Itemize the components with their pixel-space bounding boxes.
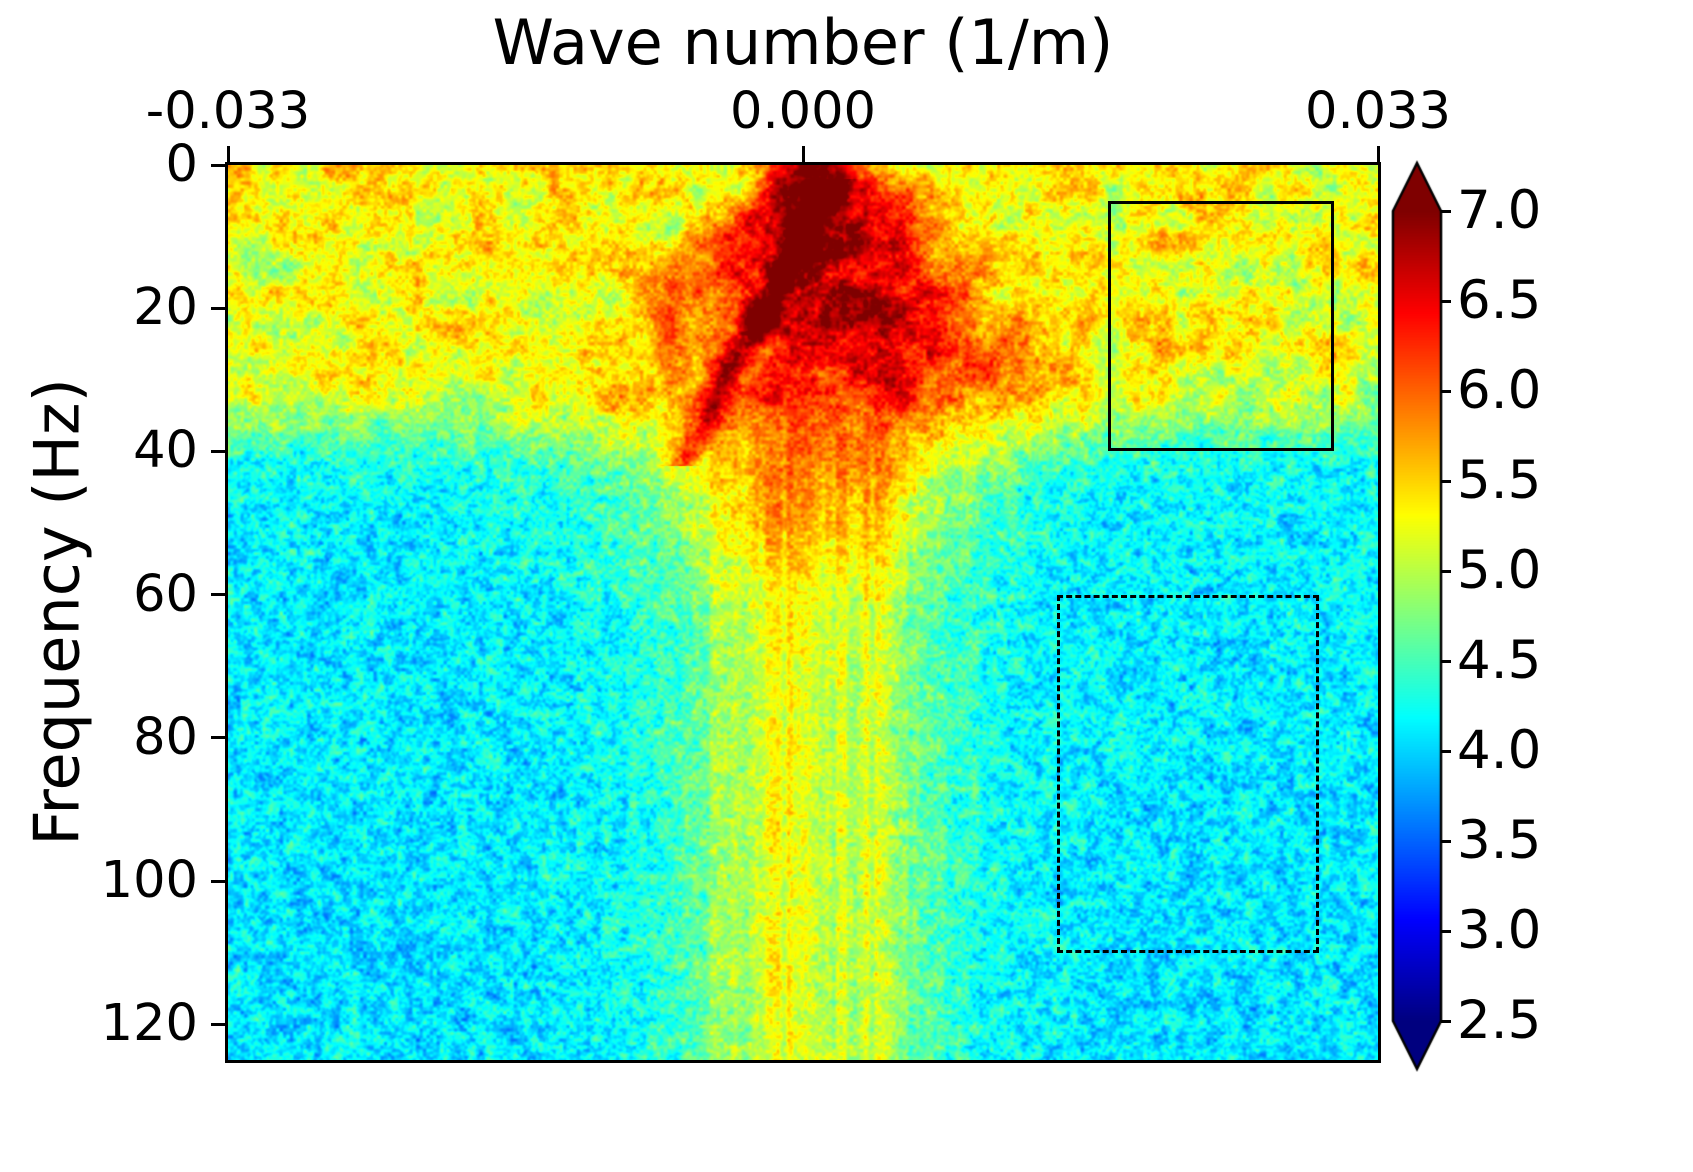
x-tick-mark [801,146,805,162]
colorbar-tick-label: 2.5 [1457,990,1542,1051]
x-tick-mark [226,146,230,162]
colorbar-tick-mark [1441,299,1451,303]
y-tick-label: 40 [133,421,198,481]
roi-annotations [228,165,1378,1060]
colorbar-tick-mark [1441,569,1451,573]
colorbar-tick-mark [1441,659,1451,663]
roi-rect-solid [1107,200,1335,452]
colorbar-tick-label: 6.5 [1457,270,1542,331]
colorbar-tick-label: 3.5 [1457,810,1542,871]
x-axis-title: Wave number (1/m) [492,6,1114,79]
y-tick-label: 0 [165,135,198,194]
x-tick-label: 0.000 [729,82,877,141]
colorbar-tick-label: 5.5 [1457,450,1542,511]
colorbar-tick-label: 7.0 [1457,180,1542,241]
y-tick-label: 60 [133,564,198,624]
roi-rect-dashed [1057,594,1319,953]
x-tick-mark [1376,146,1380,162]
colorbar-tick-mark [1441,1019,1451,1023]
colorbar-tick-mark [1441,929,1451,933]
y-tick-mark [211,879,228,883]
x-tick-label: -0.033 [145,82,311,141]
y-tick-mark [211,306,228,310]
y-tick-label: 20 [133,278,198,338]
colorbar [1391,160,1443,1072]
y-tick-label: 80 [133,707,198,767]
colorbar-tick-label: 3.0 [1457,900,1542,961]
colorbar-tick-label: 6.0 [1457,360,1542,421]
colorbar-tick-label: 4.0 [1457,720,1542,781]
colorbar-tick-mark [1441,749,1451,753]
y-tick-mark [211,449,228,453]
y-tick-mark [211,1022,228,1026]
heatmap-canvas [228,165,1378,1060]
colorbar-tick-label: 4.5 [1457,630,1542,691]
plot-frame [225,162,1381,1063]
y-tick-label: 100 [100,851,198,910]
y-tick-mark [211,593,228,597]
colorbar-tick-mark [1441,209,1451,213]
colorbar-tick-label: 5.0 [1457,540,1542,601]
colorbar-tick-mark [1441,479,1451,483]
colorbar-tick-mark [1441,389,1451,393]
y-tick-mark [211,163,228,167]
colorbar-tick-mark [1441,839,1451,843]
y-tick-mark [211,736,228,740]
x-tick-label: 0.033 [1304,82,1452,141]
y-tick-label: 120 [100,994,198,1054]
